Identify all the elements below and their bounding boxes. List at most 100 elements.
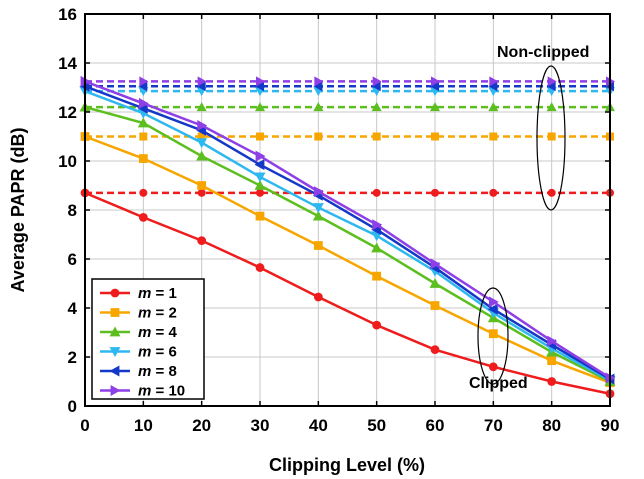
non-clipped-point <box>489 76 499 87</box>
x-tick-label: 60 <box>426 416 445 435</box>
annotations: Non-clipped Clipped <box>469 44 589 392</box>
non-clipped-point <box>430 102 440 112</box>
clipped-point <box>138 212 148 222</box>
non-clipped-point <box>431 76 440 87</box>
clipped-point <box>430 258 441 270</box>
clipped-point <box>197 236 207 246</box>
tick-labels: 0 10 20 30 40 50 60 70 80 90 0 2 4 6 8 10 12 14 16 <box>58 5 619 435</box>
non-clipped-point <box>314 76 324 87</box>
clipped-series-6 <box>80 75 616 384</box>
clipped-line <box>84 80 611 379</box>
legend-marker <box>110 308 120 317</box>
clipped-point <box>254 180 266 190</box>
y-axis-label: Average PAPR (dB) <box>8 127 28 292</box>
non-clipped-point <box>256 76 265 87</box>
non-clipped-point <box>256 132 264 141</box>
legend: m = 1 m = 2 m = 4 m = 6 m = 8 m = 10 <box>91 278 205 400</box>
clipped-point <box>372 219 383 231</box>
clipped-point <box>372 271 382 281</box>
clipped-point <box>547 356 557 366</box>
non-clipped-point <box>371 81 381 92</box>
clipped-line <box>84 135 611 384</box>
legend-box <box>91 278 205 400</box>
legend-entry-2: m = 2 <box>100 305 177 322</box>
legend-label: m = 4 <box>138 324 177 341</box>
clipped-point <box>313 241 323 250</box>
legend-entry-6: m = 10 <box>100 383 185 400</box>
y-tick-label: 12 <box>58 103 77 122</box>
non-clipped-point <box>546 81 556 92</box>
non-clipped-point <box>372 76 382 87</box>
legend-marker <box>109 326 121 337</box>
clipped-point <box>547 377 557 386</box>
y-tick-label: 16 <box>58 5 77 24</box>
x-tick-label: 30 <box>251 416 270 435</box>
clipped-point <box>430 301 440 310</box>
non-clipped-point <box>196 102 207 112</box>
non-clipped-point <box>197 188 206 197</box>
non-clipped-point <box>197 76 207 87</box>
clipped-point <box>488 329 498 339</box>
x-tick-label: 10 <box>134 416 153 435</box>
non-clipped-point <box>371 102 382 112</box>
clipped-point <box>313 186 324 198</box>
x-axis-label: Clipping Level (%) <box>269 455 425 475</box>
legend-marker <box>109 347 121 357</box>
clipped-point <box>137 117 149 128</box>
clipped-point <box>196 138 208 149</box>
non-clipped-point <box>489 188 498 197</box>
non-clipped-point <box>255 81 264 92</box>
legend-label: m = 1 <box>138 285 177 302</box>
x-tick-label: 70 <box>484 416 503 435</box>
clipped-point <box>430 345 440 355</box>
clipped-line <box>84 191 611 395</box>
legend-marker <box>110 385 121 396</box>
x-tick-label: 80 <box>542 416 561 435</box>
x-tick-label: 0 <box>80 416 89 435</box>
x-tick-label: 50 <box>367 416 386 435</box>
non-clipped-point <box>138 81 148 92</box>
clipped-point <box>254 172 266 183</box>
x-tick-label: 20 <box>192 416 211 435</box>
clipped-ellipse <box>477 287 509 385</box>
legend-marker <box>109 365 120 377</box>
clipped-line <box>84 105 611 383</box>
non-clipped-point <box>313 102 324 112</box>
annotation-non-clipped: Non-clipped <box>497 44 589 61</box>
axis-ticks <box>84 13 611 407</box>
clipped-point <box>487 303 498 315</box>
non-clipped-point <box>255 102 265 112</box>
non-clipped-point <box>488 81 498 92</box>
non-clipped-point <box>139 188 148 197</box>
legend-entry-4: m = 6 <box>100 344 177 361</box>
non-clipped-point <box>197 132 206 141</box>
legend-label: m = 8 <box>138 363 177 380</box>
non-clipped-point <box>256 188 264 197</box>
legend-entry-1: m = 1 <box>100 285 177 302</box>
clipped-point <box>313 292 323 302</box>
non-clipped-point <box>139 76 149 87</box>
non-clipped-ellipse <box>536 65 566 211</box>
clipped-point <box>196 150 208 161</box>
non-clipped-point <box>430 81 439 92</box>
legend-marker <box>110 288 120 298</box>
clipped-point <box>138 97 149 109</box>
non-clipped-point <box>196 81 206 92</box>
clipped-point <box>429 278 441 288</box>
clipped-point <box>254 159 265 171</box>
clipped-point <box>488 362 498 372</box>
clipped-point <box>547 335 558 347</box>
clipped-line <box>84 90 611 382</box>
clipped-point <box>138 154 148 163</box>
legend-label: m = 10 <box>138 383 185 400</box>
clipped-point <box>255 150 266 162</box>
clipped-point <box>255 263 265 272</box>
clipped-point <box>488 296 499 308</box>
y-tick-label: 2 <box>68 348 77 367</box>
non-clipped-point <box>489 132 498 141</box>
clipped-point <box>197 119 208 131</box>
clipped-series-1 <box>80 188 615 399</box>
non-clipped-series-6 <box>81 76 615 87</box>
y-tick-label: 4 <box>68 299 78 318</box>
legend-entry-5: m = 8 <box>100 363 177 380</box>
